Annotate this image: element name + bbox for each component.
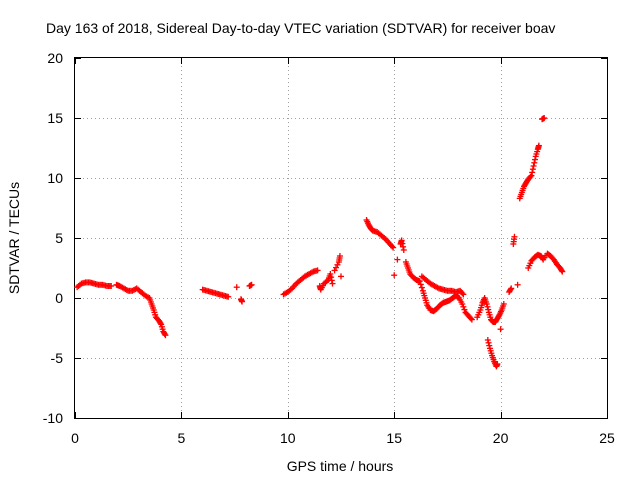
data-point [461,306,468,313]
data-point [530,163,537,169]
grid [75,58,607,418]
x-tick-label: 10 [280,430,296,446]
data-point [225,293,232,300]
x-tick-label: 15 [386,430,402,446]
data-point [459,290,466,297]
data-point [399,240,406,247]
data-point [485,306,492,313]
data-point [161,331,168,337]
data-point [108,283,115,289]
data-point [485,339,492,346]
data-point [558,267,565,274]
data-point [460,303,467,310]
data-point [338,273,344,280]
data-point [400,247,407,253]
data-point [484,303,491,310]
data-point [459,301,466,307]
y-axis-title: SDTVAR / TECUs [6,182,22,294]
plot-frame [74,57,608,419]
data-point [391,272,398,279]
y-tick-label: 15 [47,110,63,126]
data-point [494,361,501,367]
data-point [497,326,504,333]
data-point [528,172,535,179]
x-axis-title: GPS time / hours [287,458,394,474]
data-point [484,337,491,343]
data-point [328,277,335,284]
data-point [460,291,467,298]
data-point [529,166,536,173]
data-point [535,142,542,149]
y-tick-label: -5 [51,350,64,366]
data-point [400,243,407,250]
y-tick-label: 0 [55,290,63,306]
x-tick-label: 5 [178,430,186,446]
x-tick-label: 0 [71,430,79,446]
data-point [233,284,240,291]
x-tick-label: 25 [599,430,615,446]
data-point [239,298,246,305]
data-point [314,267,321,274]
y-tick-label: 20 [47,50,63,66]
data-point [329,280,336,287]
data-point [529,169,536,176]
data-point [327,271,334,277]
data-point [468,316,475,323]
data-point [541,115,548,121]
data-point [532,156,539,163]
data-point [398,237,405,244]
data-point [394,256,401,263]
y-tick-label: 10 [47,170,63,186]
y-tick-labels: -10 -5 0 5 10 15 20 [43,50,63,426]
data-point [390,244,397,251]
data-point [416,278,423,285]
data-point [508,285,515,292]
data-point [514,281,521,288]
data-point [336,253,343,259]
data-point [328,274,335,281]
x-tick-label: 20 [493,430,509,446]
data-point [389,243,396,250]
data-point [467,315,474,322]
y-tick-label: 5 [55,230,63,246]
data-point [248,281,255,288]
data-point [418,284,425,291]
x-tick-labels: 0 5 10 15 20 25 [71,430,615,446]
data-point [531,159,538,166]
data-points [74,115,566,370]
data-point [417,281,424,288]
data-point [486,342,493,349]
data-point [527,173,534,180]
data-point [559,268,566,275]
data-point [162,332,169,339]
chart-title: Day 163 of 2018, Sidereal Day-to-day VTE… [46,20,555,36]
data-point [507,286,514,293]
y-tick-label: -10 [43,410,63,426]
data-point [500,301,507,307]
data-point [483,301,490,307]
data-point [157,320,164,327]
data-point [511,233,518,240]
